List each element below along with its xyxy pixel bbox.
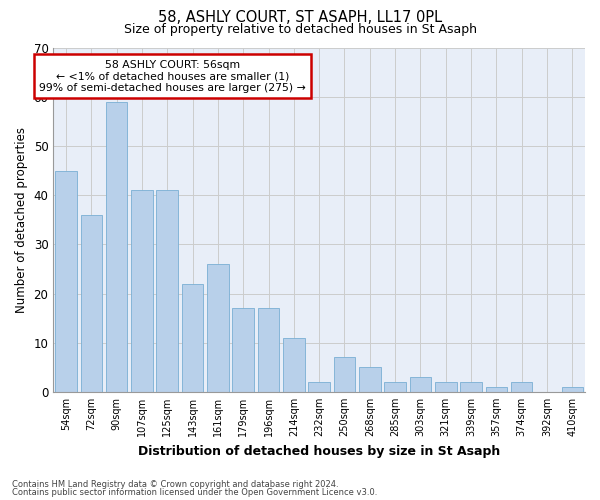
Bar	[460, 382, 482, 392]
Bar	[131, 190, 152, 392]
X-axis label: Distribution of detached houses by size in St Asaph: Distribution of detached houses by size …	[138, 444, 500, 458]
Bar	[283, 338, 305, 392]
Bar	[106, 102, 127, 392]
Bar	[207, 264, 229, 392]
Bar	[157, 190, 178, 392]
Text: Size of property relative to detached houses in St Asaph: Size of property relative to detached ho…	[124, 22, 476, 36]
Y-axis label: Number of detached properties: Number of detached properties	[15, 126, 28, 312]
Bar	[359, 368, 380, 392]
Bar	[485, 387, 507, 392]
Bar	[562, 387, 583, 392]
Bar	[334, 358, 355, 392]
Bar	[511, 382, 532, 392]
Bar	[385, 382, 406, 392]
Bar	[182, 284, 203, 392]
Bar	[308, 382, 330, 392]
Bar	[55, 170, 77, 392]
Bar	[232, 308, 254, 392]
Bar	[258, 308, 279, 392]
Text: 58 ASHLY COURT: 56sqm
← <1% of detached houses are smaller (1)
99% of semi-detac: 58 ASHLY COURT: 56sqm ← <1% of detached …	[39, 60, 305, 93]
Bar	[410, 377, 431, 392]
Bar	[80, 215, 102, 392]
Bar	[435, 382, 457, 392]
Text: 58, ASHLY COURT, ST ASAPH, LL17 0PL: 58, ASHLY COURT, ST ASAPH, LL17 0PL	[158, 10, 442, 25]
Text: Contains HM Land Registry data © Crown copyright and database right 2024.: Contains HM Land Registry data © Crown c…	[12, 480, 338, 489]
Text: Contains public sector information licensed under the Open Government Licence v3: Contains public sector information licen…	[12, 488, 377, 497]
